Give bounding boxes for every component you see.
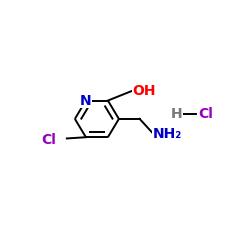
Text: Cl: Cl xyxy=(198,107,213,121)
Text: H: H xyxy=(170,107,182,121)
Text: OH: OH xyxy=(132,84,156,98)
Text: NH₂: NH₂ xyxy=(153,126,182,140)
Text: N: N xyxy=(80,94,92,108)
Text: Cl: Cl xyxy=(42,133,56,147)
